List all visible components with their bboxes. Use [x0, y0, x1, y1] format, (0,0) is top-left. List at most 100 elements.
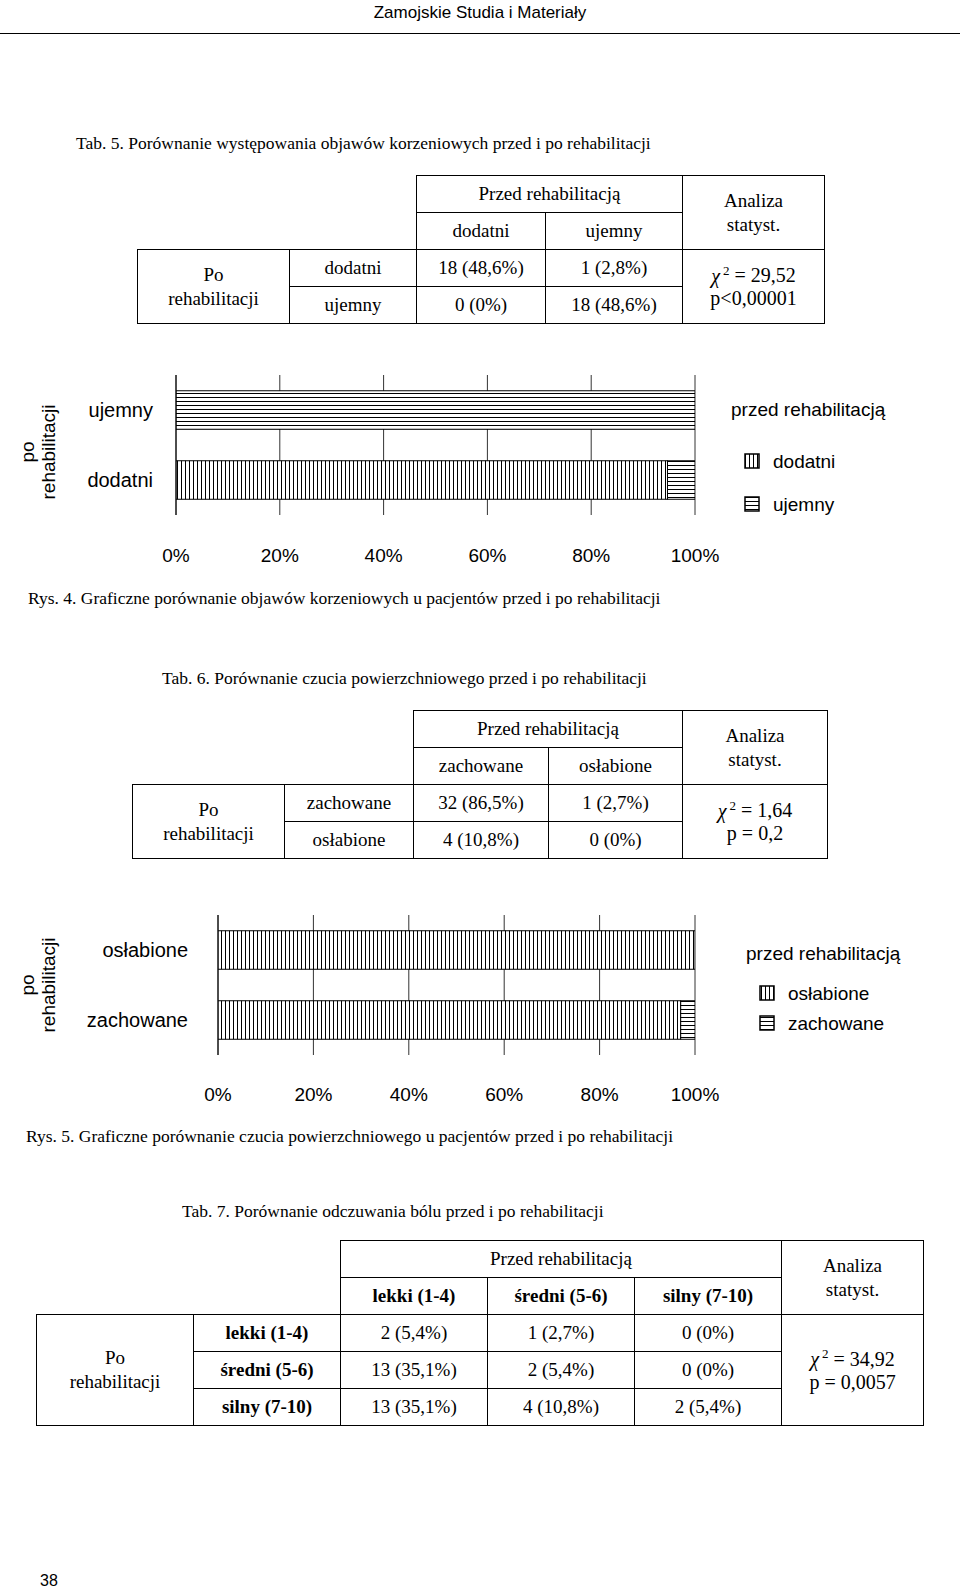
y-axis-line	[176, 375, 177, 515]
chart: ujemnydodatni0%20%40%60%80%100%porehabil…	[17, 375, 886, 566]
legend-swatch	[745, 497, 759, 511]
y-axis-label: porehabilitacji	[17, 937, 59, 1032]
chi-line: χ2= 34,92	[786, 1346, 919, 1371]
column-header: silny (7-10)	[635, 1278, 782, 1315]
y-axis-label-line: po	[17, 441, 38, 462]
row-group-header: Po rehabilitacji	[37, 1315, 194, 1426]
chi-symbol: χ	[810, 1348, 819, 1370]
data-table: Przed rehabilitacjąAnaliza statyst.zacho…	[132, 710, 828, 859]
bars	[218, 931, 695, 1040]
column-header: lekki (1-4)	[341, 1278, 488, 1315]
legend-label: ujemny	[773, 494, 835, 515]
bar	[695, 931, 696, 970]
y-axis-label-group: porehabilitacji	[17, 937, 59, 1032]
legend-swatch	[760, 1016, 774, 1030]
cell-value: 18 (48,6%)	[417, 250, 546, 287]
cell-value: 1 (2,7%)	[549, 785, 683, 822]
tick-label: 100%	[671, 545, 720, 566]
header-row: dodatniujemny	[138, 213, 825, 250]
corner-cell	[37, 1241, 341, 1315]
legend-label: osłabione	[788, 983, 869, 1004]
stat-header: Analiza statyst.	[782, 1241, 924, 1315]
chi-value: = 1,64	[741, 799, 792, 821]
chi-symbol: χ	[718, 799, 727, 821]
stat-cell: χ2= 34,92p = 0,0057	[782, 1315, 924, 1426]
category-label: ujemny	[89, 399, 153, 421]
figure-caption: Rys. 5. Graficzne porównanie czucia powi…	[26, 1126, 673, 1147]
tick-label: 20%	[294, 1084, 332, 1105]
charts-layer: ujemnydodatni0%20%40%60%80%100%porehabil…	[0, 0, 960, 1591]
cell-value: 0 (0%)	[417, 287, 546, 324]
header-row: Przed rehabilitacjąAnaliza statyst.	[37, 1241, 924, 1278]
data-table: Przed rehabilitacjąAnaliza statyst.dodat…	[137, 175, 825, 324]
page: Zamojskie Studia i Materiały 38 Tab. 5. Po…	[0, 0, 960, 1591]
column-header: dodatni	[417, 213, 546, 250]
stat-header: Analiza statyst.	[683, 711, 828, 785]
cell-value: 4 (10,8%)	[414, 822, 549, 859]
body-row: Po rehabilitacjizachowane32 (86,5%)1 (2,…	[133, 785, 828, 822]
y-axis-label: porehabilitacji	[17, 404, 59, 499]
stat-cell: χ2= 1,64p = 0,2	[683, 785, 828, 859]
category-label: osłabione	[102, 939, 188, 961]
bar	[176, 461, 667, 500]
table-caption: Tab. 5. Porównanie występowania objawów …	[76, 133, 651, 154]
cell-value: 2 (5,4%)	[341, 1315, 488, 1352]
page-number: 38	[40, 1572, 58, 1590]
corner-cell	[133, 711, 414, 785]
stat-header: Analiza statyst.	[683, 176, 825, 250]
data-table: Przed rehabilitacjąAnaliza statyst.lekki…	[36, 1240, 924, 1426]
header-row: zachowaneosłabione	[133, 748, 828, 785]
cell-value: 13 (35,1%)	[341, 1389, 488, 1426]
body-row: silny (7-10)13 (35,1%)4 (10,8%)2 (5,4%)	[37, 1389, 924, 1426]
cell-value: 2 (5,4%)	[635, 1389, 782, 1426]
row-header: lekki (1-4)	[194, 1315, 341, 1352]
tick-label: 0%	[204, 1084, 232, 1105]
column-header: ujemny	[546, 213, 683, 250]
header-rule	[0, 33, 960, 34]
tick-label: 80%	[572, 545, 610, 566]
table-caption: Tab. 7. Porównanie odczuwania bólu przed…	[182, 1201, 604, 1222]
legend-label: dodatni	[773, 451, 835, 472]
bar	[667, 461, 695, 500]
group-header: Przed rehabilitacją	[414, 711, 683, 748]
header-row: lekki (1-4)średni (5-6)silny (7-10)	[37, 1278, 924, 1315]
row-header: ujemny	[290, 287, 417, 324]
stat-header-text: Analiza statyst.	[710, 724, 800, 772]
row-group-header-text: Po rehabilitacji	[159, 263, 269, 311]
header-row: Przed rehabilitacjąAnaliza statyst.	[138, 176, 825, 213]
row-group-header-text: Po rehabilitacji	[154, 798, 264, 846]
p-value: p = 0,0057	[786, 1371, 919, 1394]
tick-label: 0%	[162, 545, 190, 566]
chi-line: χ2= 29,52	[687, 263, 820, 288]
cell-value: 1 (2,8%)	[546, 250, 683, 287]
column-header: średni (5-6)	[488, 1278, 635, 1315]
category-label: zachowane	[87, 1009, 188, 1031]
cell-value: 4 (10,8%)	[488, 1389, 635, 1426]
y-axis-line	[218, 915, 219, 1055]
corner-cell	[138, 176, 417, 250]
row-header: silny (7-10)	[194, 1389, 341, 1426]
y-axis-label-group: porehabilitacji	[17, 404, 59, 499]
legend-title: przed rehabilitacją	[731, 399, 886, 420]
row-header: zachowane	[285, 785, 414, 822]
journal-title: Zamojskie Studia i Materiały	[0, 3, 960, 23]
tick-label: 60%	[485, 1084, 523, 1105]
y-axis-label-line: po	[17, 974, 38, 995]
stat-header-text: Analiza statyst.	[709, 189, 799, 237]
chi-power: 2	[822, 1346, 829, 1361]
figure-caption: Rys. 4. Graficzne porównanie objawów kor…	[28, 588, 661, 609]
grid-line	[218, 915, 219, 1055]
tick-label: 40%	[390, 1084, 428, 1105]
cell-value: 1 (2,7%)	[488, 1315, 635, 1352]
bar	[218, 931, 695, 970]
cell-value: 0 (0%)	[549, 822, 683, 859]
chi-value: = 29,52	[735, 264, 796, 286]
stat-cell: χ2= 29,52p<0,00001	[683, 250, 825, 324]
cell-value: 2 (5,4%)	[488, 1352, 635, 1389]
chart: osłabionezachowane0%20%40%60%80%100%pore…	[17, 915, 901, 1105]
row-group-header: Po rehabilitacji	[133, 785, 285, 859]
bar	[681, 1001, 695, 1040]
grid-line	[176, 375, 177, 515]
category-label: dodatni	[87, 469, 153, 491]
tick-label: 100%	[671, 1084, 720, 1105]
